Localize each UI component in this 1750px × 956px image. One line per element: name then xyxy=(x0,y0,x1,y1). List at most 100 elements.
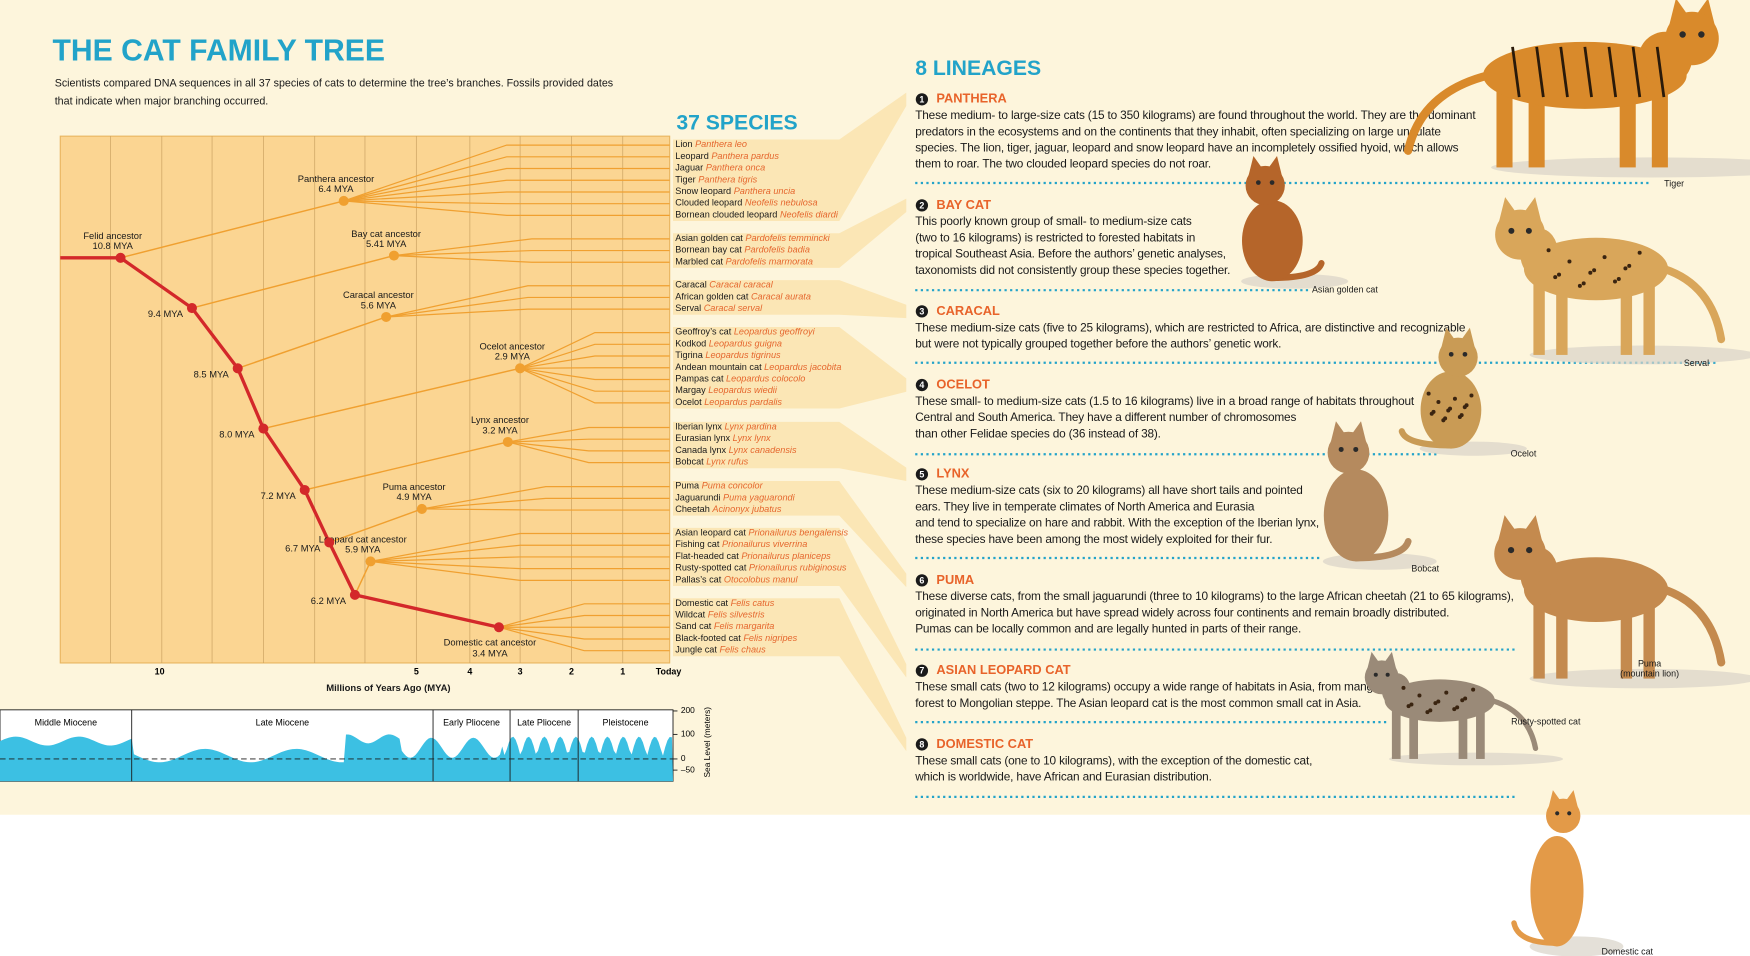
lineage-number: 4 xyxy=(919,380,924,390)
branch xyxy=(520,355,670,369)
species-latin: Puma concolor xyxy=(702,481,764,491)
lineage-description: ears. They live in temperate climates of… xyxy=(915,499,1255,513)
species-label: Snow leopard Panthera uncia xyxy=(675,186,795,196)
cat-stripe xyxy=(1535,46,1545,98)
species-label: Leopard Panthera pardus xyxy=(675,151,779,161)
lineage-number-badge xyxy=(915,199,929,212)
branch xyxy=(507,438,670,443)
x-tick-label: 4 xyxy=(467,666,472,676)
lineage-description: originated in North America but have spr… xyxy=(915,605,1449,619)
lineage-description: Central and South America. They have a d… xyxy=(915,410,1296,424)
lineage-description: tropical Southeast Asia. Before the auth… xyxy=(915,247,1226,261)
species-latin: Panthera onca xyxy=(706,163,765,173)
backbone-node xyxy=(232,363,243,374)
branch xyxy=(370,560,670,581)
branch xyxy=(370,560,670,570)
cat-spot xyxy=(1627,263,1632,268)
species-heading: 37 SPECIES xyxy=(676,111,797,134)
species-label: Geoffroy’s cat Leopardus geoffroyi xyxy=(675,327,815,337)
cat-illustration xyxy=(1495,197,1750,365)
branch xyxy=(343,156,670,202)
species-common: Andean mountain cat xyxy=(675,362,762,372)
sea-tick-label: 0 xyxy=(681,753,686,763)
cat-leg xyxy=(1533,589,1545,679)
branch xyxy=(370,532,670,563)
branch xyxy=(354,561,372,596)
title: THE CAT FAMILY TREE xyxy=(52,34,385,67)
species-common: Black-footed cat xyxy=(675,633,741,643)
branch xyxy=(519,367,670,404)
branch xyxy=(386,308,670,318)
cat-head xyxy=(1438,337,1478,377)
cat-spot xyxy=(1616,276,1621,281)
cat-stripe xyxy=(1583,46,1593,98)
lineage-description: and tend to specialize on hare and rabbi… xyxy=(915,516,1319,530)
cat-eye xyxy=(1255,180,1261,185)
cat-head xyxy=(1546,798,1581,834)
lineage-description: These small cats (one to 10 kilograms), … xyxy=(915,753,1312,767)
backbone-node xyxy=(349,589,360,600)
branch xyxy=(421,486,670,510)
photo-caption: Tiger xyxy=(1664,179,1684,189)
cat-eye xyxy=(1508,227,1515,234)
cat-stripe xyxy=(1631,46,1642,98)
ancestor-age: 3.4 MYA xyxy=(472,649,508,659)
cat-head xyxy=(1495,209,1546,260)
cat-illustration xyxy=(1322,421,1437,570)
species-common: Ocelot xyxy=(675,397,702,407)
species-label: Fishing cat Prionailurus viverrina xyxy=(675,540,807,550)
photo-caption: (mountain lion) xyxy=(1620,668,1679,678)
species-common: Pampas cat xyxy=(675,374,724,384)
branch xyxy=(386,285,670,318)
species-common: Wildcat xyxy=(675,610,705,620)
lineage-number: 7 xyxy=(919,666,924,676)
cat-spot xyxy=(1469,393,1474,398)
cat-eye xyxy=(1507,546,1515,554)
cat-spot xyxy=(1457,415,1462,420)
cat-head xyxy=(1327,431,1370,474)
species-common: Iberian lynx xyxy=(675,422,722,432)
cat-leg xyxy=(1476,700,1485,759)
species-label: Jaguarundi Puma yaguarondi xyxy=(675,493,795,503)
epoch-label: Middle Miocene xyxy=(35,718,97,728)
species-label: Serval Caracal serval xyxy=(675,304,763,314)
cat-eye xyxy=(1338,446,1344,452)
species-latin: Caracal aurata xyxy=(751,292,811,302)
species-label: African golden cat Caracal aurata xyxy=(675,292,811,302)
split-age: 7.2 MYA xyxy=(261,491,297,501)
species-common: Marbled cat xyxy=(675,257,723,267)
cat-spot xyxy=(1567,259,1572,264)
lineage-description: These medium-size cats (six to 20 kilogr… xyxy=(915,483,1302,497)
connector-wedge xyxy=(673,598,907,752)
branch xyxy=(329,508,423,544)
species-common: Bornean bay cat xyxy=(675,245,742,255)
branch xyxy=(191,254,395,309)
species-latin: Pardofelis temmincki xyxy=(745,233,830,243)
cat-leg xyxy=(1620,268,1633,355)
species-label: Clouded leopard Neofelis nebulosa xyxy=(675,198,817,208)
lineage-name: PUMA xyxy=(936,572,974,587)
cat-spot xyxy=(1409,702,1414,707)
lineage-number-badge xyxy=(915,378,929,392)
ancestor-name: Leopard cat ancestor xyxy=(319,535,407,545)
branch xyxy=(343,200,670,205)
species-latin: Leopardus pardalis xyxy=(704,397,782,407)
species-common: Flat-headed cat xyxy=(675,551,739,561)
lineage-description: these species have been among the most w… xyxy=(915,532,1272,546)
cat-eye xyxy=(1555,811,1560,816)
sea-axis-label: Sea Level (meters) xyxy=(702,707,712,778)
epoch-label: Late Miocene xyxy=(256,718,310,728)
lineage-number-badge xyxy=(915,738,929,751)
branch xyxy=(386,296,670,318)
branch xyxy=(519,331,670,369)
cat-spot xyxy=(1452,396,1457,401)
species-common: Clouded leopard xyxy=(675,198,742,208)
cat-illustration xyxy=(1398,327,1527,456)
cat-eye xyxy=(1353,446,1359,452)
connector-wedge xyxy=(673,92,907,221)
lineage-number: 3 xyxy=(919,306,924,316)
ancestor-name: Felid ancestor xyxy=(83,231,142,241)
cat-eye xyxy=(1385,672,1390,677)
cat-eye xyxy=(1462,351,1468,357)
